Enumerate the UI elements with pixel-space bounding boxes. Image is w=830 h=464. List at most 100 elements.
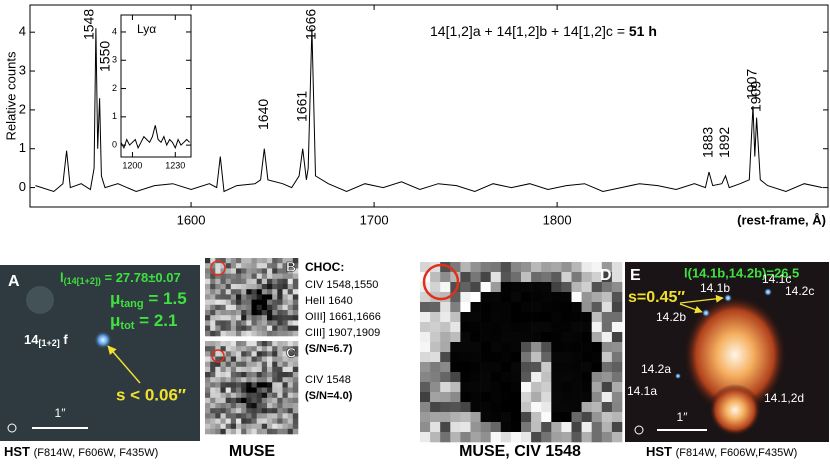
pixel: [571, 402, 582, 413]
pixel: [256, 268, 263, 274]
pixel: [215, 273, 221, 280]
x-tick-label: 1230: [165, 160, 185, 170]
pixel: [267, 403, 273, 409]
pixel: [236, 294, 242, 300]
pixel: [251, 392, 257, 399]
pixel: [267, 351, 273, 357]
pixel: [611, 282, 623, 293]
pixel: [440, 272, 451, 283]
pixel: [460, 322, 471, 333]
y-tick-label: 2: [19, 101, 26, 116]
line-list: OIII] 1661,1666: [305, 311, 381, 323]
pixel: [272, 408, 278, 414]
pixel: [272, 356, 278, 362]
pixel: [256, 372, 263, 378]
pixel: [272, 413, 278, 419]
pixel: [230, 341, 237, 347]
pixel: [246, 387, 252, 393]
pixel: [470, 402, 481, 413]
pixel: [272, 294, 278, 300]
pixel: [241, 408, 247, 414]
pixel: [541, 352, 552, 363]
pixel: [551, 362, 562, 373]
pixel: [225, 428, 232, 435]
pixel: [261, 315, 268, 321]
pixel: [220, 377, 226, 383]
pixel: [292, 278, 299, 285]
pixel: [256, 387, 263, 393]
pixel: [450, 362, 461, 373]
pixel: [205, 299, 211, 306]
pixel: [292, 382, 299, 388]
pixel: [521, 422, 532, 433]
pixel: [256, 310, 263, 316]
pixel: [510, 312, 522, 323]
pixel: [531, 422, 542, 433]
pixel: [611, 322, 623, 333]
pixel: [450, 292, 461, 303]
pixel: [292, 341, 299, 347]
pixel: [601, 352, 613, 363]
pixel-grid: [205, 341, 299, 435]
pixel: [215, 397, 221, 404]
pixel: [215, 330, 221, 337]
pixel: [210, 258, 216, 264]
pixel: [510, 322, 522, 333]
pixel: [267, 330, 273, 337]
pixel: [282, 382, 288, 388]
pixel: [571, 412, 582, 423]
pixel: [261, 413, 268, 419]
pixel: [591, 422, 603, 433]
pixel: [611, 422, 623, 433]
pixel: [490, 272, 502, 283]
pixel: [225, 258, 232, 264]
pixel: [541, 432, 552, 443]
pixel: [230, 258, 237, 264]
pixel: [230, 382, 237, 388]
image-label: 14.1b: [700, 281, 730, 295]
pixel: [470, 432, 481, 443]
pixel: [272, 258, 278, 264]
pixel: [225, 263, 232, 269]
pixel: [225, 413, 232, 419]
pixel: [215, 289, 221, 295]
pixel: [601, 362, 613, 373]
pixel: [601, 422, 613, 433]
pixel: [531, 342, 542, 353]
pixel: [292, 423, 299, 430]
pixel-grid: [205, 258, 299, 337]
t: (F814W, F606W, F435W): [34, 447, 159, 459]
pixel: [450, 432, 461, 443]
pixel: [551, 382, 562, 393]
pixel: [510, 392, 522, 403]
pixel: [225, 273, 232, 280]
pixel: [521, 272, 532, 283]
pixel: [225, 320, 232, 326]
pixel: [500, 362, 512, 373]
pixel: [282, 377, 288, 383]
pixel: [241, 361, 247, 368]
pixel: [230, 366, 237, 373]
pixel: [241, 418, 247, 424]
pixel: [236, 423, 242, 430]
t: (14[1+2]): [64, 276, 101, 286]
pixel: [210, 310, 216, 316]
pixel: [611, 272, 623, 283]
pixel: [220, 325, 226, 332]
pixel: [470, 412, 481, 423]
pixel: [261, 294, 268, 300]
pixel: [521, 302, 532, 313]
pixel: [236, 377, 242, 383]
pixel: [551, 322, 562, 333]
pixel: [531, 302, 542, 313]
pixel: [230, 346, 237, 352]
pixel: [541, 262, 552, 273]
pixel: [246, 397, 252, 404]
line-list: (S/N=6.7): [305, 343, 353, 355]
pixel: [282, 356, 288, 362]
pixel: [561, 412, 572, 423]
pixel: [251, 428, 257, 435]
pixel: [601, 332, 613, 343]
pixel: [480, 352, 491, 363]
pixel: [581, 392, 592, 403]
